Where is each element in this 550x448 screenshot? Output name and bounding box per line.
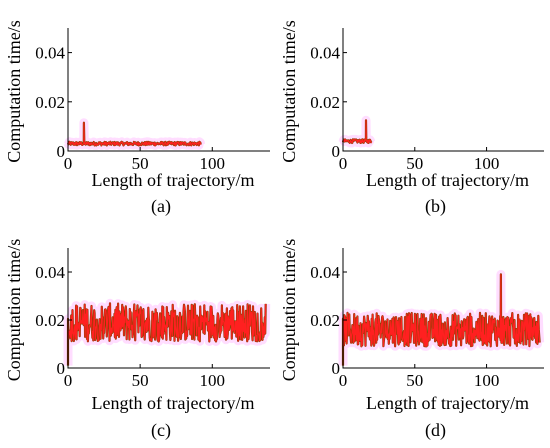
y-tick-label: 0.02 — [310, 311, 340, 330]
x-axis-label: Length of trajectory/m — [92, 170, 255, 190]
y-axis-label: Computation time/s — [4, 20, 24, 163]
x-tick-label: 50 — [132, 371, 149, 390]
y-tick-label: 0 — [57, 359, 66, 378]
x-axis-label: Length of trajectory/m — [366, 393, 529, 413]
x-tick-label: 50 — [132, 154, 149, 173]
series-line — [67, 302, 267, 366]
y-tick-label: 0.04 — [35, 263, 65, 282]
x-tick-label: 100 — [474, 154, 500, 173]
x-tick-label: 0 — [64, 371, 73, 390]
x-tick-label: 0 — [64, 154, 73, 173]
y-tick-label: 0.04 — [35, 44, 65, 63]
x-tick-label: 0 — [339, 154, 348, 173]
panel-caption: (b) — [425, 196, 446, 217]
x-axis-label: Length of trajectory/m — [366, 170, 529, 190]
x-tick-label: 50 — [406, 371, 423, 390]
y-tick-label: 0.02 — [310, 93, 340, 112]
x-tick-label: 100 — [200, 371, 226, 390]
x-tick-label: 50 — [406, 154, 423, 173]
x-tick-label: 0 — [339, 371, 348, 390]
y-tick-label: 0.02 — [35, 93, 65, 112]
x-tick-label: 100 — [200, 154, 226, 173]
panel-d: 0 0.02 0.04 0 50 100 Length of trajectory/m Com… — [279, 239, 545, 441]
y-axis-label: Computation time/s — [279, 20, 299, 163]
y-tick-label: 0 — [332, 142, 341, 161]
axes — [342, 28, 544, 152]
series-line — [342, 119, 373, 144]
axes — [67, 28, 270, 152]
y-tick-label: 0.02 — [35, 311, 65, 330]
y-tick-label: 0 — [332, 359, 341, 378]
y-axis-label: Computation time/s — [279, 239, 299, 382]
series-line — [342, 273, 541, 366]
panel-caption: (a) — [151, 196, 171, 217]
y-axis-label: Computation time/s — [4, 239, 24, 382]
panel-caption: (c) — [151, 420, 171, 441]
panel-caption: (d) — [425, 420, 446, 441]
x-tick-label: 100 — [474, 371, 500, 390]
y-tick-label: 0 — [57, 142, 66, 161]
panel-c: 0 0.02 0.04 0 50 100 Length of trajectory/m Com… — [4, 239, 271, 441]
y-tick-label: 0.04 — [310, 44, 340, 63]
series-line — [67, 122, 202, 146]
x-axis-label: Length of trajectory/m — [92, 393, 255, 413]
y-tick-label: 0.04 — [310, 263, 340, 282]
